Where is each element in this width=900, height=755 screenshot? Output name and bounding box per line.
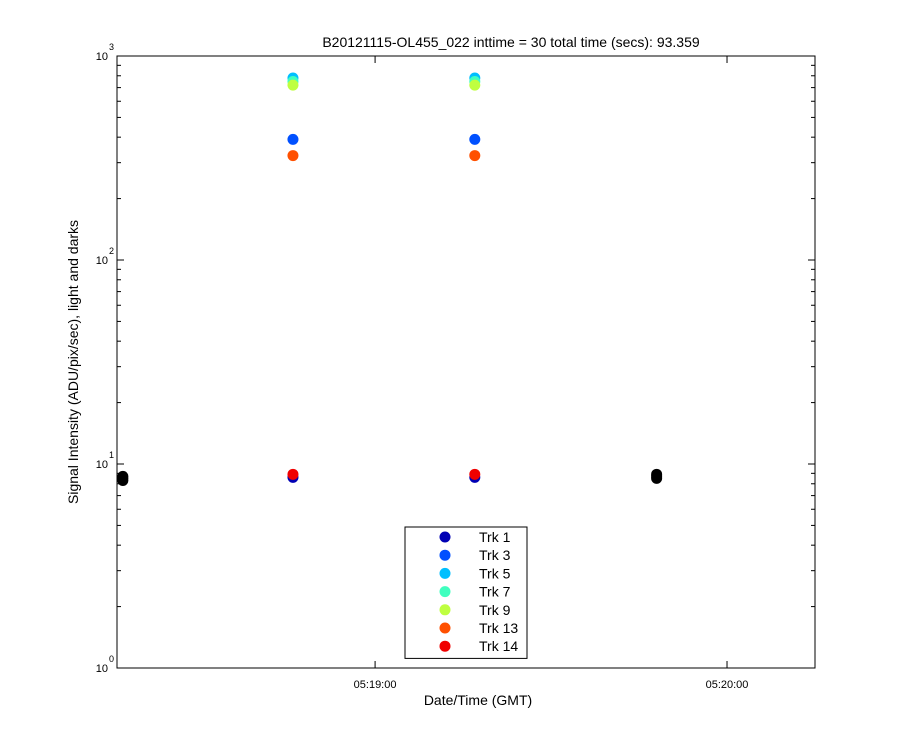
plot-frame — [116, 55, 816, 669]
legend-label: Trk 9 — [479, 602, 511, 618]
y-tick-exponent: 3 — [109, 42, 114, 52]
series-7-point — [287, 468, 299, 480]
x-axis-title: Date/Time (GMT) — [424, 692, 532, 708]
y-tick-label: 10 — [96, 255, 108, 267]
x-tick-label: 05:20:00 — [706, 679, 749, 691]
legend-marker — [439, 604, 451, 616]
dark-point — [117, 470, 129, 482]
y-tick-exponent: 2 — [109, 246, 114, 256]
legend-marker — [439, 622, 451, 634]
series-6-point — [287, 150, 299, 162]
y-axis-title: Signal Intensity (ADU/pix/sec), light an… — [65, 220, 81, 504]
legend-marker — [439, 549, 451, 561]
series-2-point — [287, 133, 299, 145]
dark-point — [651, 468, 663, 480]
legend-marker — [439, 640, 451, 652]
x-tick-label: 05:19:00 — [354, 679, 397, 691]
series-2-point — [469, 133, 481, 145]
y-tick-exponent: 0 — [109, 654, 114, 664]
y-tick-exponent: 1 — [109, 450, 114, 460]
y-tick-label: 10 — [96, 459, 108, 471]
legend-label: Trk 5 — [479, 565, 511, 581]
chart-title: B20121115-OL455_022 inttime = 30 total t… — [322, 34, 700, 50]
legend-box — [404, 526, 528, 659]
legend-label: Trk 14 — [479, 638, 518, 654]
data-points — [117, 72, 663, 487]
series-6-point — [469, 150, 481, 162]
legend-label: Trk 3 — [479, 547, 511, 563]
y-tick-label: 10 — [96, 51, 108, 63]
legend-marker — [439, 531, 451, 543]
legend-label: Trk 1 — [479, 529, 511, 545]
legend-label: Trk 13 — [479, 620, 518, 636]
series-7-point — [469, 468, 481, 480]
legend-marker — [439, 567, 451, 579]
series-5-point — [287, 79, 299, 91]
series-5-point — [469, 79, 481, 91]
y-tick-label: 10 — [96, 663, 108, 675]
legend-marker — [439, 586, 451, 598]
legend: Trk 1 Trk 3 Trk 5 Trk 7 Trk 9 Trk 13 Trk 14 — [404, 526, 528, 659]
legend-label: Trk 7 — [479, 584, 511, 600]
